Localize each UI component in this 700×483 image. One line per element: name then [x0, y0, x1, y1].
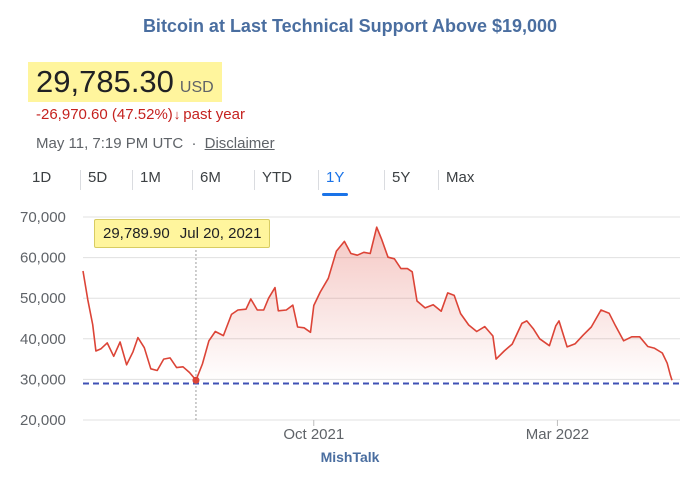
tab-1m[interactable]: 1M	[140, 169, 161, 186]
hover-tooltip: 29,789.90 Jul 20, 2021	[94, 219, 271, 248]
tab-separator	[318, 170, 319, 190]
tab-5y[interactable]: 5Y	[392, 169, 411, 186]
tooltip-date: Jul 20, 2021	[179, 225, 262, 242]
tab-6m[interactable]: 6M	[200, 169, 221, 186]
arrow-down-icon: ↓	[173, 107, 181, 122]
y-axis-labels: 20,000 30,000 40,000 50,000 60,000 70,000	[20, 209, 66, 429]
tooltip-value: 29,789.90	[103, 225, 170, 242]
highlight-point	[192, 376, 200, 384]
tab-5d[interactable]: 5D	[88, 169, 108, 186]
y-tick-label: 50,000	[20, 290, 66, 307]
watermark: MishTalk	[320, 449, 380, 465]
tab-max[interactable]: Max	[446, 169, 475, 186]
current-price: 29,785.30 USD	[28, 62, 222, 102]
disclaimer-link[interactable]: Disclaimer	[204, 135, 275, 152]
y-tick-label: 20,000	[20, 412, 66, 429]
quote-timestamp: May 11, 7:19 PM UTC	[36, 135, 184, 152]
price-chart: 20,000 30,000 40,000 50,000 60,000 70,000 Oct…	[20, 209, 680, 443]
price-change: -26,970.60 (47.52%)↓ past year	[36, 106, 245, 123]
x-axis: Oct 2021 Mar 2022	[283, 420, 589, 443]
tab-ytd[interactable]: YTD	[262, 169, 292, 186]
tab-separator	[254, 170, 255, 190]
price-line	[82, 226, 673, 381]
tab-separator	[80, 170, 81, 190]
quote-meta: May 11, 7:19 PM UTC · Disclaimer	[36, 135, 275, 152]
tab-separator	[384, 170, 385, 190]
y-tick-label: 30,000	[20, 371, 66, 388]
tab-1y[interactable]: 1Y	[321, 163, 349, 196]
change-amount: -26,970.60	[36, 106, 108, 123]
tab-separator	[132, 170, 133, 190]
tab-separator	[192, 170, 193, 190]
change-period: past year	[183, 106, 245, 123]
x-tick-label: Mar 2022	[526, 426, 589, 443]
price-currency: USD	[179, 79, 214, 96]
y-tick-label: 70,000	[20, 209, 66, 226]
meta-separator: ·	[191, 135, 197, 152]
tab-1d[interactable]: 1D	[32, 169, 52, 186]
x-tick-label: Oct 2021	[283, 426, 344, 443]
change-percent: (47.52%)	[111, 106, 173, 123]
y-tick-label: 60,000	[20, 250, 66, 267]
tab-separator	[438, 170, 439, 190]
chart-title: Bitcoin at Last Technical Support Above …	[142, 16, 558, 36]
price-value: 29,785.30	[36, 64, 174, 99]
y-tick-label: 40,000	[20, 331, 66, 348]
